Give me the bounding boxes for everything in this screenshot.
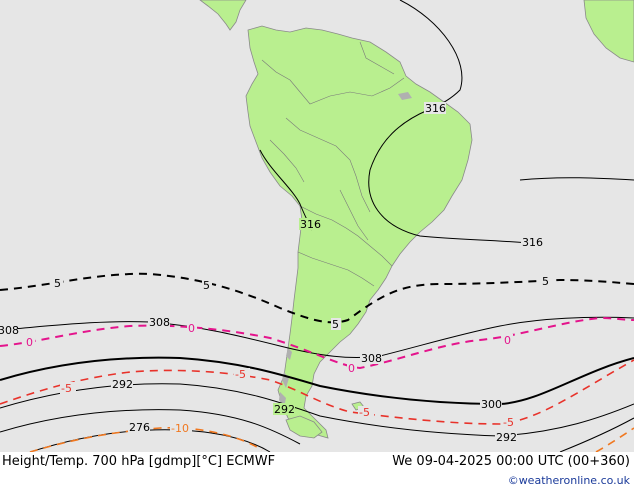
- label-temp5-coast: 5: [332, 318, 339, 331]
- contour-308: [0, 316, 634, 359]
- contour-284: [0, 409, 301, 445]
- country-borders: [261, 41, 405, 287]
- label-292-east: 292: [496, 431, 517, 444]
- label-tempm5-west: -5: [61, 382, 72, 395]
- label-316-andes: 316: [300, 218, 321, 231]
- temp-0-line: [0, 316, 634, 370]
- map-title: Height/Temp. 700 hPa [gdmp][°C] ECMWF: [2, 454, 276, 469]
- temp-neg5-contours: [0, 359, 634, 425]
- land-layer: [199, 0, 634, 439]
- contour-276: [29, 429, 271, 452]
- temp-5-line: [0, 272, 634, 324]
- label-tempm10: -10: [171, 422, 189, 435]
- label-292-mid: 292: [274, 403, 295, 416]
- south-america-landmass: [245, 25, 473, 439]
- label-temp5-mid: 5: [203, 279, 210, 292]
- label-temp0-east: 0: [504, 334, 511, 347]
- label-temp5-east: 5: [542, 275, 549, 288]
- label-tempm5-coast: -5: [359, 406, 370, 419]
- temp-neg10-contours: [29, 426, 634, 452]
- map-footer: Height/Temp. 700 hPa [gdmp][°C] ECMWF We…: [0, 452, 634, 490]
- tierra-del-fuego-landmass: [285, 415, 323, 439]
- contour-300: [0, 356, 634, 406]
- map-canvas: 316 316 316 308 308 308 300 292 292 292 …: [0, 0, 634, 452]
- contour-316-east: [519, 177, 634, 181]
- contour-316-upper: [368, 0, 541, 245]
- label-316-east: 316: [522, 236, 543, 249]
- contour-inner-se: [559, 417, 634, 452]
- temp-neg10-line-east: [595, 427, 634, 452]
- label-308-mid: 308: [149, 316, 170, 329]
- temp-neg5-line: [0, 359, 634, 425]
- africa-landmass: [583, 0, 634, 63]
- label-temp5-west: 5: [54, 277, 61, 290]
- credit-link[interactable]: ©weatheronline.co.uk: [507, 474, 630, 487]
- label-tempm5-mid: -5: [235, 368, 246, 381]
- temp-0-contours: [0, 316, 634, 370]
- label-tempm5-east: -5: [503, 416, 514, 429]
- temp-neg10-line-west: [29, 426, 263, 452]
- label-308-west: 308: [0, 324, 19, 337]
- label-308-east: 308: [361, 352, 382, 365]
- label-temp0-mid: 0: [188, 322, 195, 335]
- central-america-landmass: [199, 0, 247, 31]
- label-276: 276: [129, 421, 150, 434]
- label-316-north: 316: [425, 102, 446, 115]
- label-300: 300: [481, 398, 502, 411]
- label-292-west: 292: [112, 378, 133, 391]
- contour-label-layer: 316 316 316 308 308 308 300 292 292 292 …: [0, 102, 551, 444]
- forecast-datetime: We 09-04-2025 00:00 UTC (00+360): [392, 454, 630, 469]
- label-temp0-coast: 0: [348, 362, 355, 375]
- label-temp0-west: 0: [26, 336, 33, 349]
- temp-5-contours: [0, 272, 634, 324]
